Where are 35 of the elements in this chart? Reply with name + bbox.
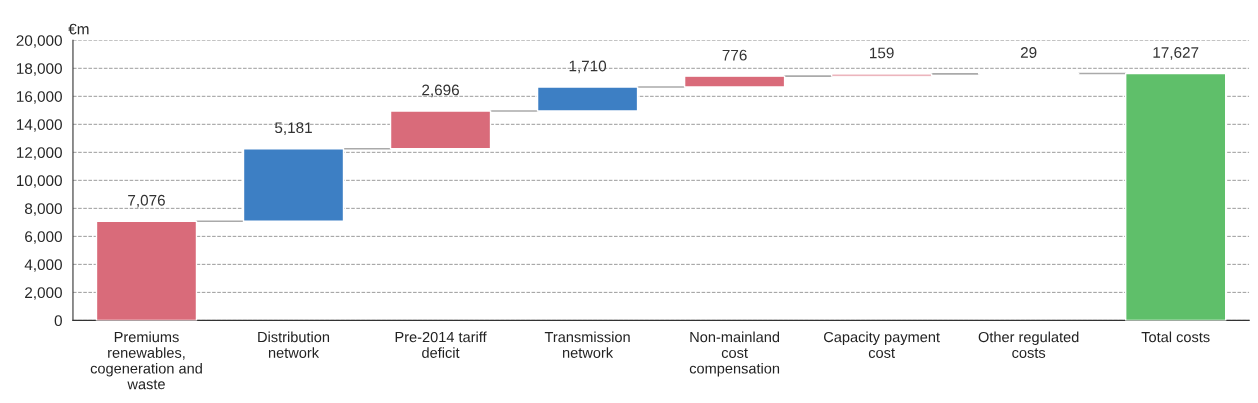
y-tick-label: 0: [54, 315, 62, 327]
x-tick-label: Total costs: [1141, 331, 1210, 343]
x-tick-label: Distribution network: [258, 331, 330, 358]
y-tick-label: 10,000: [16, 175, 62, 188]
bar: [242, 148, 345, 222]
y-tick-label: 12,000: [16, 147, 62, 160]
y-tick-label: 16,000: [16, 91, 62, 104]
bar: [389, 110, 492, 150]
data-label: 159: [870, 47, 894, 59]
data-label: 7,076: [128, 194, 165, 208]
x-tick-label: Transmission network: [544, 331, 630, 358]
x-tick-label: Capacity payment cost: [824, 331, 940, 358]
x-tick-label: Pre-2014 tariff deficit: [395, 331, 487, 358]
x-tick-label: Premiums renewables, cogeneration and waste: [90, 331, 202, 390]
data-label: 5,181: [275, 122, 312, 135]
y-tick-label: 18,000: [16, 63, 62, 76]
y-tick-label: 20,000: [16, 35, 62, 48]
y-tick-label: 14,000: [16, 119, 62, 132]
data-label: 776: [722, 49, 747, 61]
bar: [683, 75, 786, 88]
data-label: 1,710: [569, 60, 607, 74]
y-tick-label: 4,000: [24, 259, 62, 272]
data-label: 29: [1020, 47, 1037, 58]
data-label: 2,696: [422, 84, 459, 98]
x-tick-label: Non-mainland cost compensation: [689, 331, 780, 377]
y-axis-title: €m: [68, 23, 89, 35]
bar: [95, 220, 198, 321]
bar: [1124, 72, 1227, 321]
y-tick-label: 6,000: [25, 231, 62, 244]
y-tick-label: 8,000: [24, 203, 62, 216]
bar: [830, 73, 933, 77]
x-tick-label: Other regulated costs: [978, 331, 1079, 358]
y-tick-label: 2,000: [25, 287, 62, 300]
data-label: 17,627: [1153, 47, 1199, 60]
bar: [536, 86, 639, 112]
